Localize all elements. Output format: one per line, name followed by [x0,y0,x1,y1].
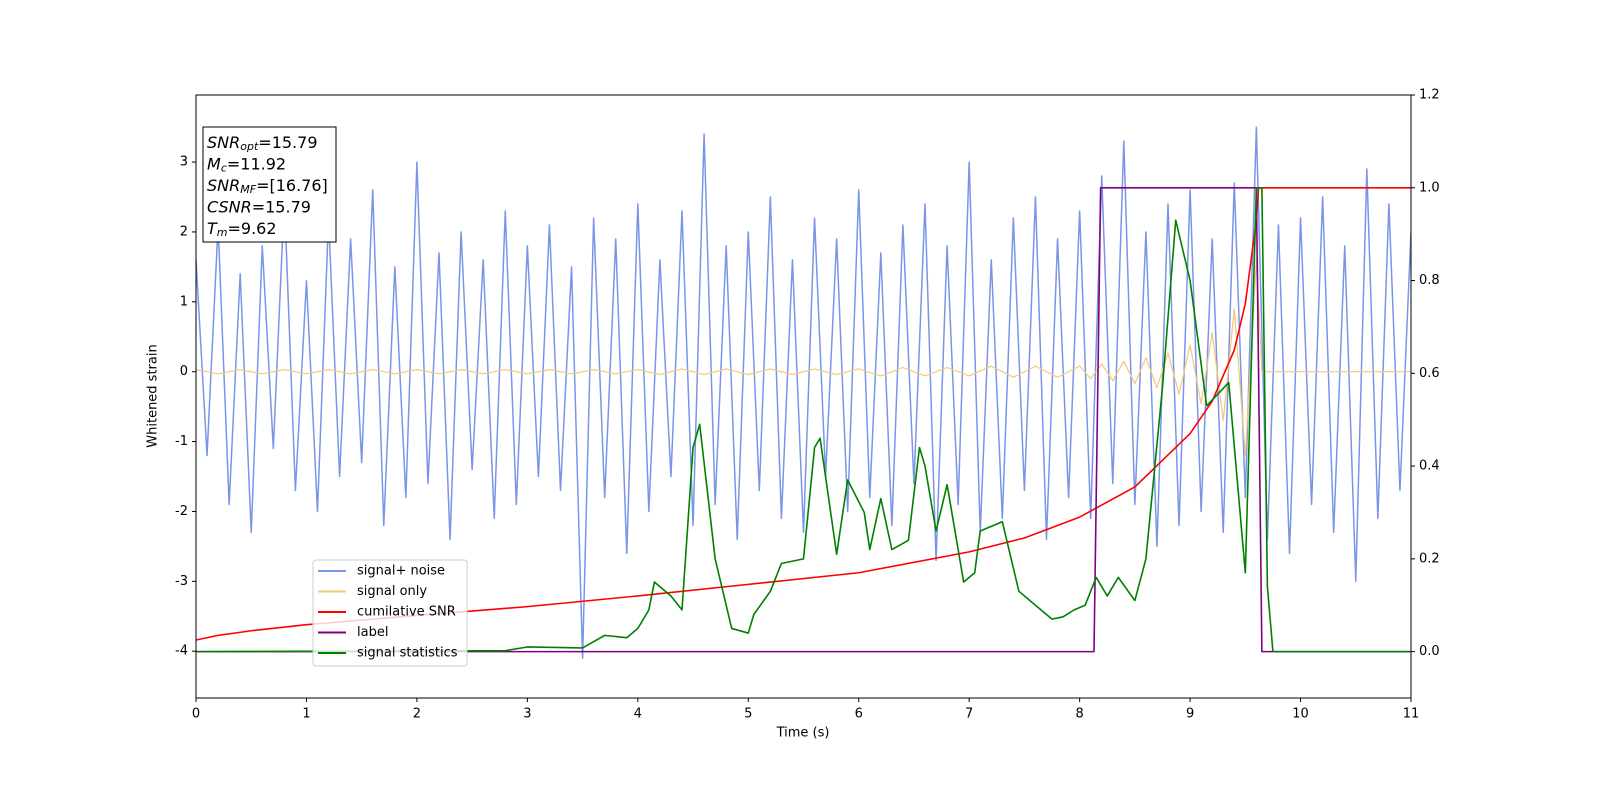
annotation-subscript: c [221,162,227,175]
annotation: SNRopt=15.79 [207,133,318,154]
annotation: Tm=9.62 [207,219,277,240]
x-tick-label: 10 [1292,707,1309,722]
x-tick-label: 8 [1075,707,1083,722]
legend: signal+ noise signal only cumilative SNR la… [312,559,468,667]
annotation-subscript: m [217,226,228,239]
series-line [196,186,1411,653]
annotation-subscript: opt [240,140,259,153]
legend-label: signal statistics [357,646,458,661]
annotation-symbol: T [207,219,218,238]
y2-tick-label: 0.6 [1419,366,1440,381]
annotation-frame [202,126,337,243]
annotation-subscript: MF [240,183,256,196]
y2-tick-label: 0.8 [1419,273,1440,288]
x-tick-label: 3 [523,707,531,722]
x-tick-label: 2 [413,707,421,722]
x-tick-label: 0 [192,707,200,722]
annotation-symbol: CSNR [207,197,252,216]
x-tick-label: 11 [1403,707,1420,722]
legend-label: label [357,625,388,640]
annotation: CSNR=15.79 [207,197,311,216]
annotation: Mc=11.92 [207,154,286,175]
series-line [196,259,1411,457]
annotation: SNRMF=[16.76] [207,176,328,197]
annotation-symbol: M [207,154,221,173]
legend-frame [312,559,468,667]
annotation-text: =[16.76] [256,176,328,195]
annotation-symbol: SNR [207,133,240,152]
y-tick-label: -4 [175,644,188,659]
series-line [196,126,1411,659]
y2-tick-label: 1.2 [1419,88,1440,103]
x-tick-label: 4 [634,707,642,722]
x-tick-label: 7 [965,707,973,722]
x-tick-label: 1 [302,707,310,722]
annotation-text: =15.79 [258,133,317,152]
annotation-box: SNRopt=15.79Mc=11.92SNRMF=[16.76]CSNR=15… [202,126,337,243]
x-tick-label: 6 [855,707,863,722]
y-axis-label: Whitened strain [146,344,161,447]
y2-tick-label: 0.4 [1419,459,1440,474]
x-axis-label: Time (s) [776,726,830,741]
y-tick-label: -3 [175,574,188,589]
y-tick-label: 0 [180,364,188,379]
plot-frame [195,94,1412,699]
x-tick-label: 9 [1186,707,1194,722]
y2-tick-label: 0.2 [1419,551,1440,566]
y-tick-label: 1 [180,294,188,309]
y-tick-label: -1 [175,434,188,449]
annotation-text: =15.79 [252,197,311,216]
y-tick-label: 3 [180,155,188,170]
y-tick-label: 2 [180,224,188,239]
y2-tick-label: 0.0 [1419,644,1440,659]
y-tick-label: -2 [175,504,188,519]
legend-label: signal+ noise [357,564,445,579]
legend-label: cumilative SNR [357,605,456,620]
legend-label: signal only [357,584,427,599]
y2-tick-label: 1.0 [1419,180,1440,195]
annotation-symbol: SNR [207,176,240,195]
annotation-text: =9.62 [228,219,277,238]
annotation-text: =11.92 [227,154,286,173]
x-tick-label: 5 [744,707,752,722]
